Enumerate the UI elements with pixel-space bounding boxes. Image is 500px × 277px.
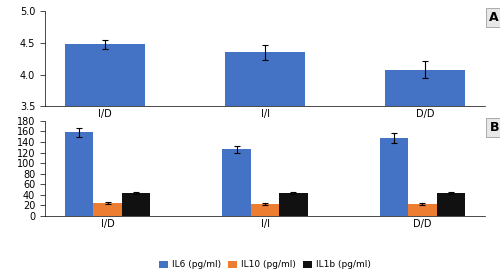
- Bar: [436, 193, 465, 216]
- Bar: [385, 70, 465, 277]
- Bar: [222, 149, 251, 216]
- Bar: [279, 193, 308, 216]
- Bar: [65, 132, 94, 216]
- Bar: [251, 204, 279, 216]
- Legend: IL6 (pg/ml), IL10 (pg/ml), IL1b (pg/ml): IL6 (pg/ml), IL10 (pg/ml), IL1b (pg/ml): [156, 257, 374, 273]
- Text: B: B: [490, 121, 499, 134]
- Bar: [408, 204, 436, 216]
- Bar: [122, 193, 150, 216]
- Text: A: A: [490, 11, 499, 24]
- Bar: [225, 52, 305, 277]
- Bar: [65, 44, 145, 277]
- Text: WBC  (10$^{-9}$): WBC (10$^{-9}$): [232, 143, 298, 158]
- Bar: [94, 203, 122, 216]
- Bar: [380, 138, 408, 216]
